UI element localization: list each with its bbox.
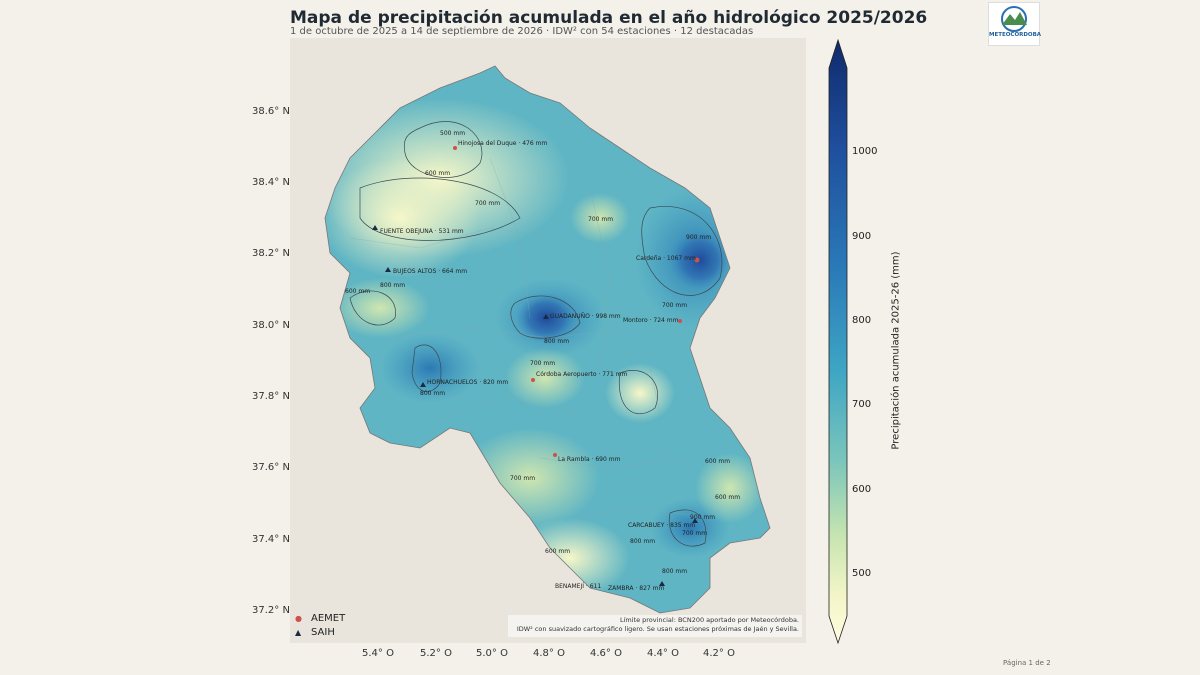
map-legend: ● AEMET ▲ SAIH — [295, 611, 345, 639]
legend-item-aemet: ● AEMET — [295, 611, 345, 625]
colorbar-tick: 1000 — [852, 146, 878, 157]
colorbar-tick: 600 — [852, 484, 872, 495]
colorbar-label: Precipitación acumulada 2025-26 (mm) — [890, 251, 902, 450]
x-tick: 4.4° O — [647, 648, 679, 659]
aemet-dot-icon: ● — [295, 613, 302, 623]
contour-label: 700 mm — [682, 530, 708, 537]
station-marker-hinojosa[interactable] — [453, 146, 457, 150]
y-tick: 37.2° N — [252, 605, 290, 616]
contour-label: 600 mm — [345, 288, 371, 295]
station-marker-cardena[interactable] — [694, 257, 700, 263]
station-label: GUADANUÑO · 998 mm — [550, 313, 621, 320]
colorbar-tick: 700 — [852, 399, 872, 410]
x-tick: 4.2° O — [703, 648, 735, 659]
legend-label: AEMET — [311, 612, 346, 624]
y-tick: 37.4° N — [252, 534, 290, 545]
contour-label: 700 mm — [588, 216, 614, 223]
contour-label: 600 mm — [705, 458, 731, 465]
contour-label: 800 mm — [380, 282, 406, 289]
y-tick: 38.0° N — [252, 320, 290, 331]
station-label: Montoro · 724 mm — [623, 317, 679, 324]
contour-label: 500 mm — [440, 130, 466, 137]
station-marker-fuente-obejuna[interactable] — [372, 225, 378, 230]
y-tick: 37.6° N — [252, 462, 290, 473]
station-label: Cardeña · 1067 mm — [636, 255, 696, 262]
station-marker-bujeos-altos[interactable] — [385, 267, 391, 272]
station-marker-hornachuelos[interactable] — [420, 382, 426, 387]
x-tick: 5.4° O — [362, 648, 394, 659]
credit-line: Límite provincial: BCN200 aportado por M… — [619, 616, 799, 624]
legend-label: SAIH — [311, 626, 335, 638]
station-label: Hinojosa del Duque · 476 mm — [458, 140, 548, 147]
colorbar-tick: 500 — [852, 568, 872, 579]
logo-text: METEOCÓRDOBA — [989, 32, 1042, 38]
station-marker-la-rambla[interactable] — [553, 453, 557, 457]
contour-label: 700 mm — [475, 200, 501, 207]
station-marker-zambra[interactable] — [659, 581, 665, 586]
station-marker-cordoba[interactable] — [531, 378, 535, 382]
contour-label: 700 mm — [662, 302, 688, 309]
x-tick: 5.2° O — [420, 648, 452, 659]
contour-label: 600 mm — [425, 170, 451, 177]
legend-item-saih: ▲ SAIH — [295, 625, 345, 639]
y-tick: 38.6° N — [252, 106, 290, 117]
province-boundary — [324, 65, 771, 614]
contour-label: 700 mm — [530, 360, 556, 367]
logo-mountain-icon — [1001, 6, 1027, 32]
station-label: HORNACHUELOS · 820 mm — [427, 379, 509, 386]
x-tick: 4.6° O — [590, 648, 622, 659]
station-marker-carcabuey[interactable] — [692, 518, 698, 523]
y-tick: 37.8° N — [252, 391, 290, 402]
contour-label: 800 mm — [544, 338, 570, 345]
municipal-boundaries — [349, 157, 711, 519]
colorbar-tick: 800 — [852, 315, 872, 326]
colorbar-gradient — [828, 38, 848, 645]
map-subtitle: 1 de octubre de 2025 a 14 de septiembre … — [290, 26, 754, 37]
colorbar-tick: 900 — [852, 231, 872, 242]
y-tick: 38.4° N — [252, 177, 290, 188]
station-label: Córdoba Aeropuerto · 771 mm — [536, 371, 628, 378]
x-tick: 5.0° O — [476, 648, 508, 659]
map-area: Hinojosa del Duque · 476 mm FUENTE OBEJU… — [290, 38, 806, 643]
station-label: BUJEOS ALTOS · 664 mm — [393, 268, 468, 275]
contour-label: 600 mm — [545, 548, 571, 555]
contour-label: 900 mm — [690, 514, 716, 521]
station-markers — [372, 146, 700, 586]
isohyet-lines — [349, 121, 723, 547]
station-marker-montoro[interactable] — [678, 319, 682, 323]
contour-label: 800 mm — [662, 568, 688, 575]
contour-label: 900 mm — [686, 234, 712, 241]
meteocordoba-logo: METEOCÓRDOBA — [988, 2, 1042, 46]
credit-line: IDW² con suavizado cartográfico ligero. … — [516, 625, 799, 633]
x-tick: 4.8° O — [533, 648, 565, 659]
contour-label: 700 mm — [510, 475, 536, 482]
colorbar — [820, 38, 860, 648]
contour-label: 800 mm — [630, 538, 656, 545]
y-tick: 38.2° N — [252, 248, 290, 259]
map-title: Mapa de precipitación acumulada en el añ… — [290, 8, 928, 28]
contour-label: 600 mm — [715, 494, 741, 501]
contour-label: 800 mm — [420, 390, 446, 397]
station-marker-guadanuno[interactable] — [543, 314, 549, 319]
station-label: FUENTE OBEJUNA · 531 mm — [380, 228, 464, 235]
credit-note: Límite provincial: BCN200 aportado por M… — [508, 615, 802, 637]
station-label: BENAMEJÍ · 611 — [555, 583, 602, 590]
page-indicator: Página 1 de 2 — [1003, 659, 1051, 667]
station-label: La Rambla · 690 mm — [558, 456, 621, 463]
station-label: ZAMBRA · 827 mm — [608, 585, 665, 592]
saih-triangle-icon: ▲ — [295, 627, 302, 637]
station-label: CARCABUEY · 835 mm — [628, 522, 696, 529]
